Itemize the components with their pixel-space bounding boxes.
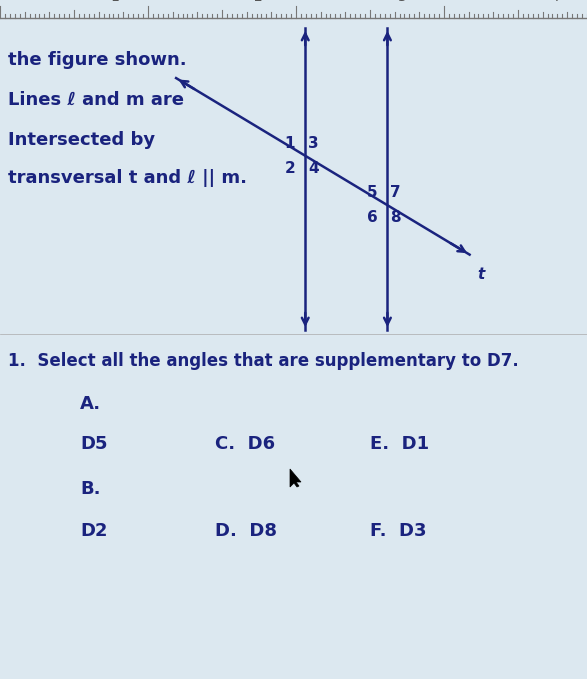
Text: 1: 1 [110, 0, 119, 4]
Text: 3: 3 [398, 0, 406, 4]
Text: transversal t and ℓ || m.: transversal t and ℓ || m. [8, 169, 247, 187]
Text: D2: D2 [80, 522, 107, 540]
Text: 1.  Select all the angles that are supplementary to D7.: 1. Select all the angles that are supple… [8, 352, 519, 370]
Text: 2: 2 [285, 161, 295, 176]
Text: 1: 1 [285, 136, 295, 151]
Text: E.  D1: E. D1 [370, 435, 429, 453]
Text: 7: 7 [390, 185, 401, 200]
Text: 8: 8 [390, 210, 401, 225]
Text: Intersected by: Intersected by [8, 131, 155, 149]
Polygon shape [290, 469, 301, 487]
Text: Lines ℓ and m are: Lines ℓ and m are [8, 91, 184, 109]
Text: 4: 4 [551, 0, 559, 4]
Text: A.: A. [80, 395, 101, 413]
Text: 4: 4 [308, 161, 319, 176]
Text: t: t [478, 267, 485, 282]
Text: 3: 3 [308, 136, 319, 151]
Text: 5: 5 [367, 185, 377, 200]
Text: 6: 6 [367, 210, 377, 225]
Text: 2: 2 [254, 0, 262, 4]
Text: D.  D8: D. D8 [215, 522, 277, 540]
Text: the figure shown.: the figure shown. [8, 51, 187, 69]
Text: F.  D3: F. D3 [370, 522, 427, 540]
Text: D5: D5 [80, 435, 107, 453]
Text: C.  D6: C. D6 [215, 435, 275, 453]
Text: B.: B. [80, 480, 100, 498]
